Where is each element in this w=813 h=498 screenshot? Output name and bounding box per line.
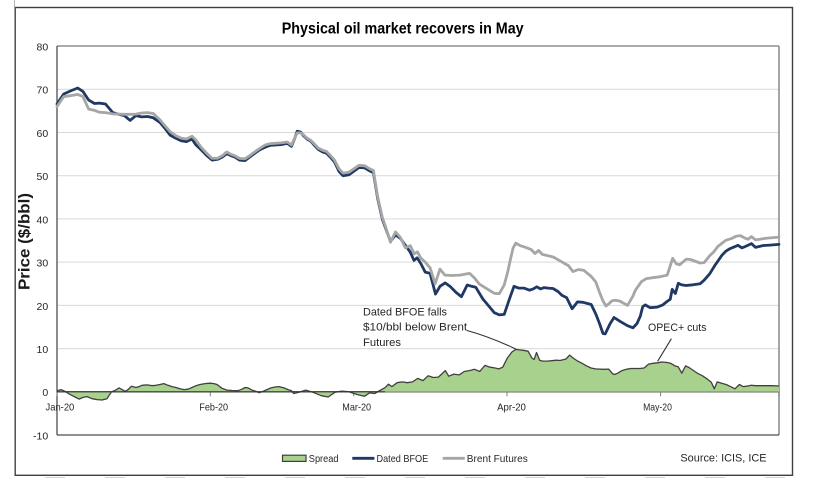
svg-text:$10/bbl below Brent: $10/bbl below Brent: [363, 322, 467, 334]
svg-text:50: 50: [37, 171, 49, 183]
svg-text:Mar-20: Mar-20: [342, 401, 371, 413]
svg-text:10: 10: [37, 344, 49, 356]
svg-text:OPEC+ cuts: OPEC+ cuts: [648, 322, 707, 334]
svg-text:Futures: Futures: [363, 337, 402, 349]
svg-text:Dated BFOE: Dated BFOE: [377, 454, 429, 465]
svg-text:Apr-20: Apr-20: [497, 401, 526, 413]
svg-text:Feb-20: Feb-20: [199, 401, 228, 413]
svg-text:70: 70: [37, 85, 49, 97]
svg-text:Source: ICIS, ICE: Source: ICIS, ICE: [680, 452, 766, 464]
svg-text:0: 0: [42, 387, 48, 399]
svg-text:Price ($/bbl): Price ($/bbl): [17, 193, 34, 290]
svg-text:40: 40: [37, 214, 49, 226]
svg-text:Brent Futures: Brent Futures: [467, 454, 528, 465]
svg-text:80: 80: [37, 41, 49, 53]
svg-text:May-20: May-20: [643, 401, 672, 413]
svg-text:-10: -10: [33, 430, 48, 442]
svg-text:Dated BFOE falls: Dated BFOE falls: [363, 306, 447, 318]
svg-text:30: 30: [37, 258, 49, 270]
svg-text:Spread: Spread: [309, 454, 339, 465]
svg-text:20: 20: [37, 301, 49, 313]
svg-text:Jan-20: Jan-20: [46, 401, 75, 413]
svg-text:60: 60: [37, 128, 49, 140]
svg-text:Physical oil market recovers i: Physical oil market recovers in May: [282, 21, 524, 38]
